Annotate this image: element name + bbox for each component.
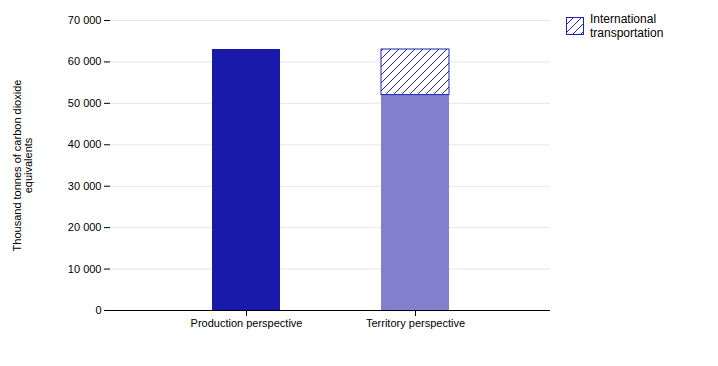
svg-text:Production perspective: Production perspective — [191, 317, 303, 329]
svg-text:60 000: 60 000 — [68, 55, 102, 67]
svg-text:20 000: 20 000 — [68, 221, 102, 233]
svg-text:Thousand tonnes of carbon diox: Thousand tonnes of carbon dioxideequival… — [11, 80, 34, 252]
svg-text:40 000: 40 000 — [68, 138, 102, 150]
svg-text:Territory perspective: Territory perspective — [366, 317, 465, 329]
svg-text:10 000: 10 000 — [68, 263, 102, 275]
svg-text:0: 0 — [95, 304, 101, 316]
svg-text:70 000: 70 000 — [68, 14, 102, 26]
svg-text:30 000: 30 000 — [68, 180, 102, 192]
svg-text:50 000: 50 000 — [68, 97, 102, 109]
html-text:International transportation: International transportation — [590, 12, 664, 40]
